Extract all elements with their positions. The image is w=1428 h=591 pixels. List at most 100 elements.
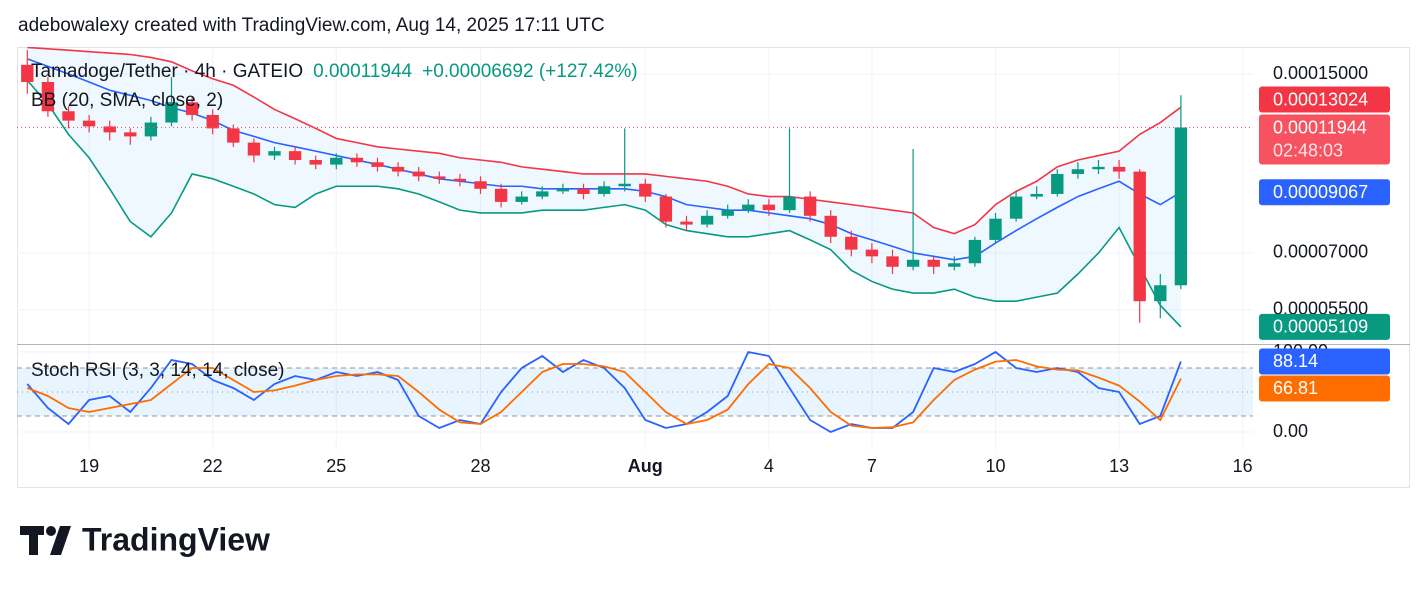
- stoch-pane: [17, 350, 1253, 433]
- band-line: [26, 79, 1182, 328]
- grid: [17, 47, 1253, 450]
- x-tick-label: 28: [470, 456, 490, 476]
- candle-body: [62, 111, 75, 121]
- price-badge-label: 0.00005109: [1273, 317, 1368, 337]
- labels: Tamadoge/Tether · 4h · GATEIO 0.00011944 +…: [31, 61, 1253, 476]
- logo-icon: [46, 526, 56, 536]
- candle-body: [906, 259, 920, 267]
- x-tick-label: 10: [985, 456, 1005, 476]
- price-badge: [1259, 114, 1390, 165]
- y-tick-label: 0.00015000: [1273, 63, 1368, 83]
- candle-body: [659, 196, 673, 222]
- y-tick-label: 0.00007000: [1273, 242, 1368, 262]
- x-tick-label: Aug: [628, 456, 663, 476]
- price-badge: [1259, 86, 1390, 113]
- candle-body: [288, 151, 302, 161]
- logo: TradingView: [20, 521, 270, 557]
- price-badge-label: 0.00011944: [1273, 117, 1367, 137]
- line-series: [26, 359, 1182, 429]
- candle-body: [1009, 196, 1023, 219]
- candle-body: [680, 221, 693, 225]
- candle-body: [1071, 169, 1085, 174]
- candle-body: [618, 183, 631, 187]
- legend-line: Tamadoge/Tether · 4h · GATEIO 0.00011944 +…: [31, 61, 638, 82]
- candle-body: [1112, 166, 1126, 172]
- chart-frame: [17, 47, 1410, 488]
- y-tick-label: 0.00005500: [1273, 298, 1368, 318]
- candle-body: [742, 204, 755, 211]
- line-series: [26, 350, 1182, 433]
- candle-body: [391, 166, 405, 172]
- candle-body: [371, 162, 384, 167]
- candle-body: [639, 183, 652, 197]
- candle-body: [412, 171, 425, 177]
- candle-body: [1030, 193, 1043, 197]
- logo-icon: [20, 526, 44, 555]
- price-badge: [1259, 313, 1390, 340]
- candle-body: [330, 157, 343, 165]
- candle-body: [206, 114, 219, 129]
- price-badge: [1259, 179, 1390, 206]
- price-badge: [1259, 375, 1390, 402]
- attribution: adebowalexy created with TradingView.com…: [18, 15, 605, 36]
- logo-text: TradingView: [82, 521, 270, 557]
- candle-body: [474, 181, 487, 189]
- countdown: 02:48:03: [1273, 140, 1343, 160]
- price-badge-label: 0.00009067: [1273, 182, 1368, 202]
- candle-body: [21, 64, 34, 82]
- candle-body: [597, 186, 611, 194]
- candle-body: [989, 218, 1002, 240]
- candle-body: [433, 176, 446, 179]
- candle-body: [700, 215, 714, 225]
- symbol-title: Tamadoge/Tether · 4h · GATEIO: [31, 61, 303, 82]
- candle-body: [762, 204, 776, 211]
- candle-body: [1174, 127, 1188, 286]
- candle-body: [144, 122, 158, 137]
- candle-body: [309, 160, 322, 165]
- x-tick-label: 7: [867, 456, 877, 476]
- candle-body: [41, 81, 55, 112]
- candle-body: [494, 188, 508, 202]
- price-axis: 0.00015000 0.00007000 0.00005500 0.00011944…: [1259, 63, 1390, 340]
- candle-body: [350, 157, 364, 163]
- price-change: +0.00006692 (+127.42%): [422, 61, 638, 82]
- x-tick-label: 25: [326, 456, 346, 476]
- candle-body: [124, 132, 137, 137]
- candle-body: [577, 188, 590, 194]
- x-tick-label: 19: [79, 456, 99, 476]
- price-badge: [1259, 348, 1390, 375]
- candle-body: [1133, 171, 1146, 302]
- indicator-title: BB (20, SMA, close, 2): [31, 90, 223, 111]
- candle-body: [82, 120, 96, 127]
- candle-body: [1092, 166, 1105, 170]
- last-price: 0.00011944: [313, 61, 412, 82]
- candle-body: [824, 215, 837, 237]
- candle-body: [185, 102, 199, 115]
- price-badge-label: 88.14: [1273, 351, 1318, 371]
- candle-body: [927, 259, 940, 267]
- band-line: [27, 47, 1182, 235]
- candle-body: [783, 196, 796, 211]
- candle-body: [845, 236, 858, 250]
- x-tick-label: 16: [1233, 456, 1253, 476]
- indicator-title: Stoch RSI (3, 3, 14, 14, close): [31, 360, 284, 381]
- price-badge-label: 66.81: [1273, 378, 1318, 398]
- candle-body: [721, 210, 734, 216]
- x-tick-label: 22: [203, 456, 223, 476]
- candle-body: [103, 126, 116, 133]
- logo-icon: [50, 526, 71, 555]
- candle-body: [165, 102, 178, 123]
- price-pane: [17, 47, 1253, 328]
- x-tick-label: 13: [1109, 456, 1129, 476]
- x-tick-label: 4: [764, 456, 774, 476]
- candle-body: [556, 188, 570, 192]
- candle-body: [968, 239, 982, 264]
- candle-body: [247, 142, 261, 156]
- candle-body: [515, 196, 528, 202]
- candle-body: [948, 263, 961, 267]
- candle-body: [886, 256, 899, 267]
